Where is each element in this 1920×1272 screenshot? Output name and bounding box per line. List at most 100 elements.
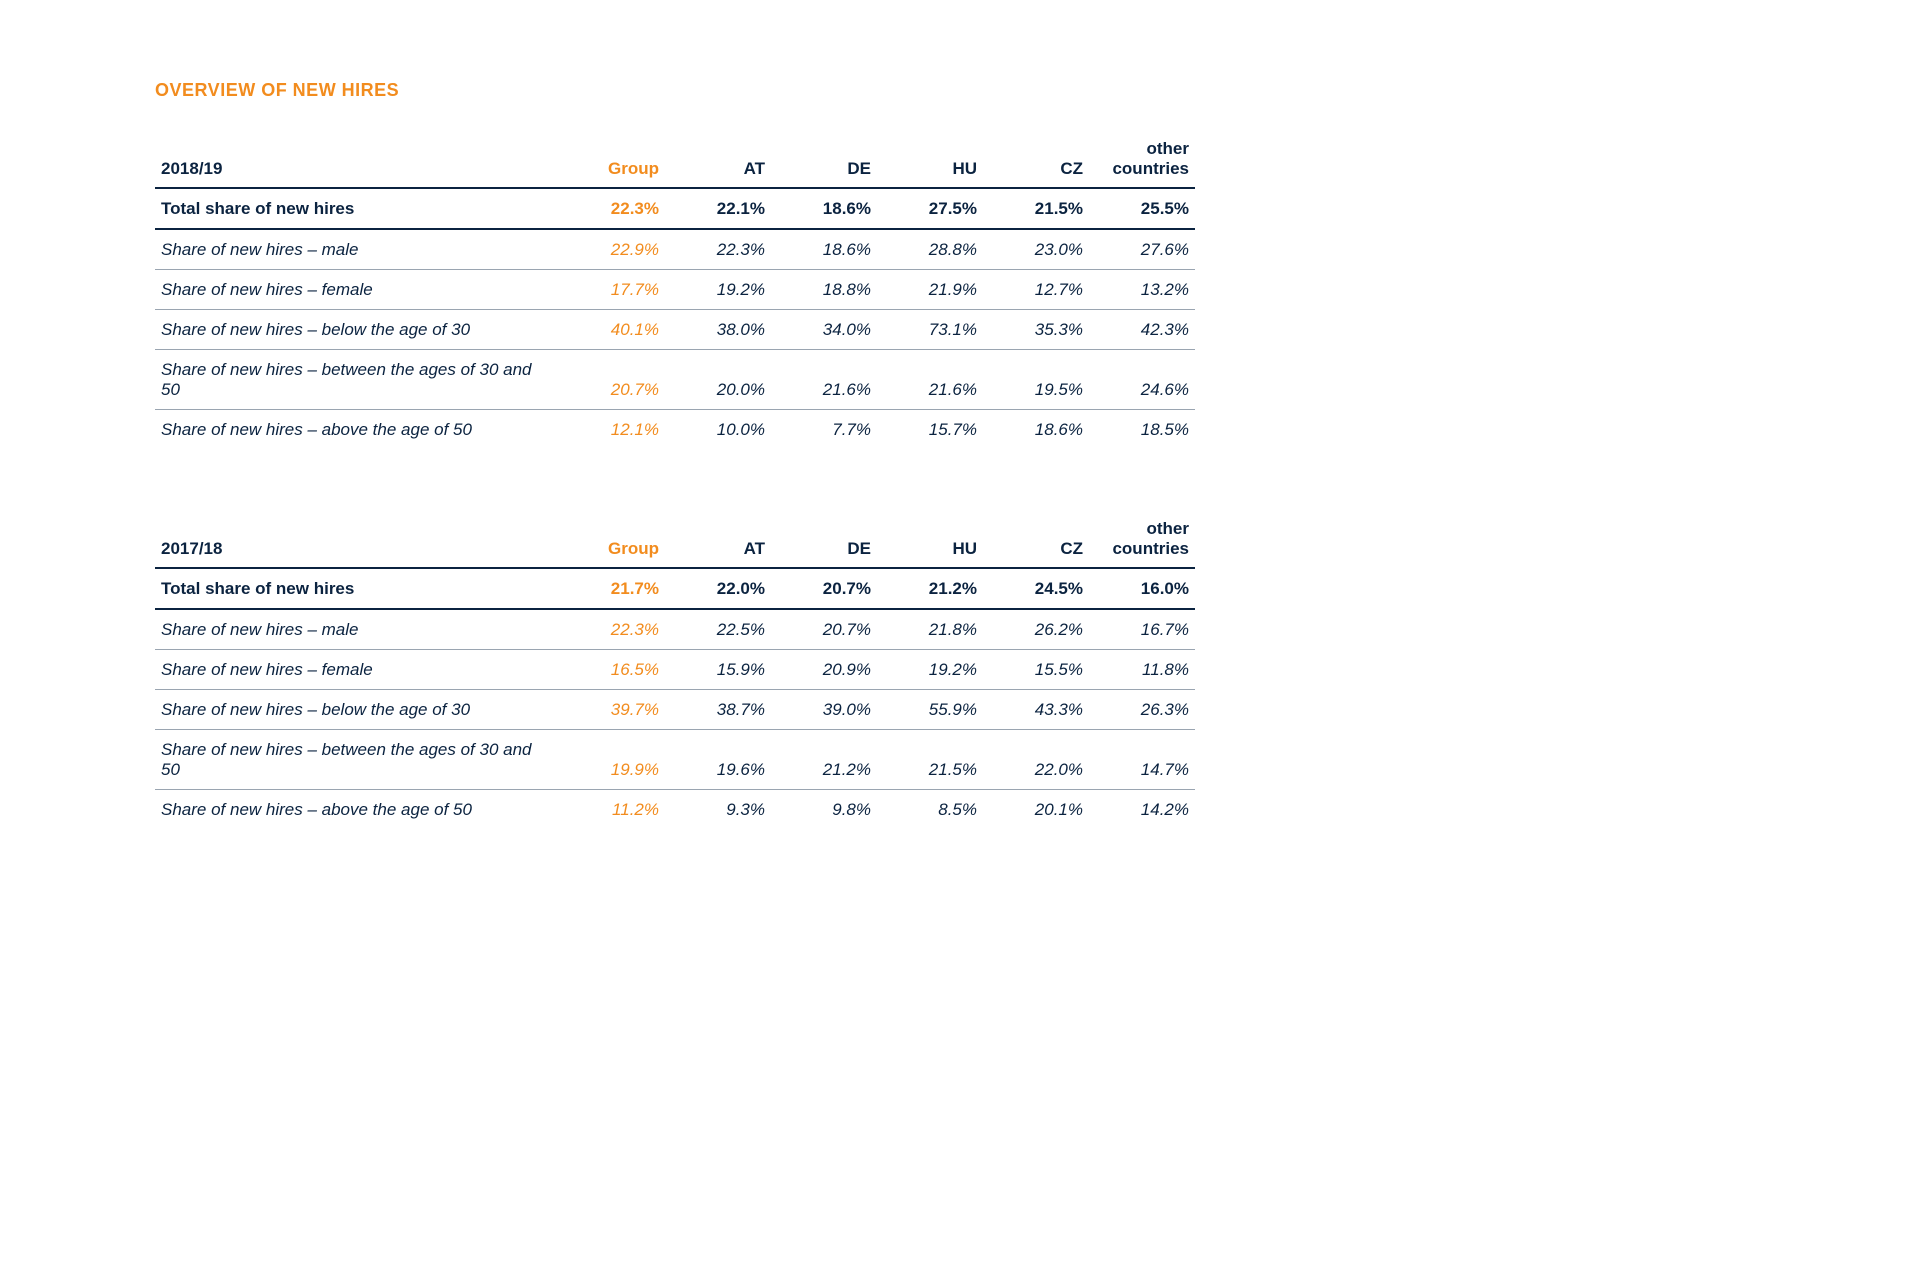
row-label: Share of new hires – below the age of 30 [155, 690, 555, 730]
row-label: Share of new hires – male [155, 609, 555, 650]
table-row: Share of new hires – between the ages of… [155, 730, 1195, 790]
table-row: Share of new hires – above the age of 50… [155, 410, 1195, 450]
cell-3-0: 20.7% [555, 350, 665, 410]
total-cell-5: 16.0% [1089, 568, 1195, 609]
cell-1-5: 13.2% [1089, 270, 1195, 310]
row-label: Share of new hires – below the age of 30 [155, 310, 555, 350]
row-label: Share of new hires – female [155, 650, 555, 690]
table-row: Share of new hires – female16.5%15.9%20.… [155, 650, 1195, 690]
cell-2-5: 42.3% [1089, 310, 1195, 350]
col-header-5: othercountries [1089, 509, 1195, 568]
total-cell-3: 27.5% [877, 188, 983, 229]
total-cell-5: 25.5% [1089, 188, 1195, 229]
row-label: Share of new hires – male [155, 229, 555, 270]
cell-4-3: 8.5% [877, 790, 983, 830]
cell-0-5: 27.6% [1089, 229, 1195, 270]
cell-0-5: 16.7% [1089, 609, 1195, 650]
cell-4-4: 20.1% [983, 790, 1089, 830]
total-cell-0: 22.3% [555, 188, 665, 229]
total-cell-4: 21.5% [983, 188, 1089, 229]
cell-2-3: 73.1% [877, 310, 983, 350]
cell-3-2: 21.2% [771, 730, 877, 790]
cell-4-0: 12.1% [555, 410, 665, 450]
total-row: Total share of new hires21.7%22.0%20.7%2… [155, 568, 1195, 609]
cell-0-3: 21.8% [877, 609, 983, 650]
cell-0-1: 22.3% [665, 229, 771, 270]
row-label: Share of new hires – above the age of 50 [155, 410, 555, 450]
col-header-1: AT [665, 509, 771, 568]
cell-2-5: 26.3% [1089, 690, 1195, 730]
hires-table-2017-18: 2017/18GroupATDEHUCZothercountriesTotal … [155, 509, 1195, 829]
total-cell-0: 21.7% [555, 568, 665, 609]
cell-3-5: 14.7% [1089, 730, 1195, 790]
cell-2-0: 40.1% [555, 310, 665, 350]
page-content: OVERVIEW OF NEW HIRES 2018/19GroupATDEHU… [155, 80, 1355, 829]
cell-3-4: 19.5% [983, 350, 1089, 410]
cell-3-2: 21.6% [771, 350, 877, 410]
table-row: Share of new hires – below the age of 30… [155, 310, 1195, 350]
total-label: Total share of new hires [155, 188, 555, 229]
cell-0-3: 28.8% [877, 229, 983, 270]
cell-4-2: 7.7% [771, 410, 877, 450]
col-header-0: Group [555, 509, 665, 568]
cell-0-0: 22.3% [555, 609, 665, 650]
col-header-2: DE [771, 509, 877, 568]
cell-0-4: 26.2% [983, 609, 1089, 650]
table-spacer [155, 449, 1355, 509]
col-header-5: othercountries [1089, 129, 1195, 188]
row-label: Share of new hires – above the age of 50 [155, 790, 555, 830]
col-header-2: DE [771, 129, 877, 188]
total-cell-1: 22.1% [665, 188, 771, 229]
cell-2-1: 38.7% [665, 690, 771, 730]
cell-4-1: 9.3% [665, 790, 771, 830]
cell-1-4: 12.7% [983, 270, 1089, 310]
col-header-1: AT [665, 129, 771, 188]
cell-0-1: 22.5% [665, 609, 771, 650]
table-row: Share of new hires – female17.7%19.2%18.… [155, 270, 1195, 310]
table-row: Share of new hires – below the age of 30… [155, 690, 1195, 730]
cell-0-2: 18.6% [771, 229, 877, 270]
total-row: Total share of new hires22.3%22.1%18.6%2… [155, 188, 1195, 229]
cell-1-1: 15.9% [665, 650, 771, 690]
cell-3-1: 19.6% [665, 730, 771, 790]
cell-1-4: 15.5% [983, 650, 1089, 690]
cell-1-3: 19.2% [877, 650, 983, 690]
cell-2-3: 55.9% [877, 690, 983, 730]
total-cell-3: 21.2% [877, 568, 983, 609]
cell-0-2: 20.7% [771, 609, 877, 650]
table-row: Share of new hires – above the age of 50… [155, 790, 1195, 830]
cell-1-2: 18.8% [771, 270, 877, 310]
cell-2-0: 39.7% [555, 690, 665, 730]
cell-4-0: 11.2% [555, 790, 665, 830]
cell-1-0: 16.5% [555, 650, 665, 690]
cell-3-3: 21.6% [877, 350, 983, 410]
table-row: Share of new hires – between the ages of… [155, 350, 1195, 410]
cell-1-5: 11.8% [1089, 650, 1195, 690]
table-row: Share of new hires – male22.3%22.5%20.7%… [155, 609, 1195, 650]
col-header-3: HU [877, 509, 983, 568]
total-cell-4: 24.5% [983, 568, 1089, 609]
row-label: Share of new hires – between the ages of… [155, 350, 555, 410]
cell-3-0: 19.9% [555, 730, 665, 790]
cell-1-0: 17.7% [555, 270, 665, 310]
cell-2-4: 35.3% [983, 310, 1089, 350]
table-row: Share of new hires – male22.9%22.3%18.6%… [155, 229, 1195, 270]
row-label: Share of new hires – female [155, 270, 555, 310]
total-cell-2: 20.7% [771, 568, 877, 609]
cell-4-4: 18.6% [983, 410, 1089, 450]
col-header-4: CZ [983, 509, 1089, 568]
cell-2-1: 38.0% [665, 310, 771, 350]
cell-4-5: 18.5% [1089, 410, 1195, 450]
cell-4-1: 10.0% [665, 410, 771, 450]
cell-1-2: 20.9% [771, 650, 877, 690]
cell-4-2: 9.8% [771, 790, 877, 830]
cell-2-2: 39.0% [771, 690, 877, 730]
total-label: Total share of new hires [155, 568, 555, 609]
section-title: OVERVIEW OF NEW HIRES [155, 80, 1355, 101]
hires-table-2018-19: 2018/19GroupATDEHUCZothercountriesTotal … [155, 129, 1195, 449]
cell-3-1: 20.0% [665, 350, 771, 410]
cell-0-4: 23.0% [983, 229, 1089, 270]
row-label: Share of new hires – between the ages of… [155, 730, 555, 790]
cell-3-5: 24.6% [1089, 350, 1195, 410]
cell-2-4: 43.3% [983, 690, 1089, 730]
